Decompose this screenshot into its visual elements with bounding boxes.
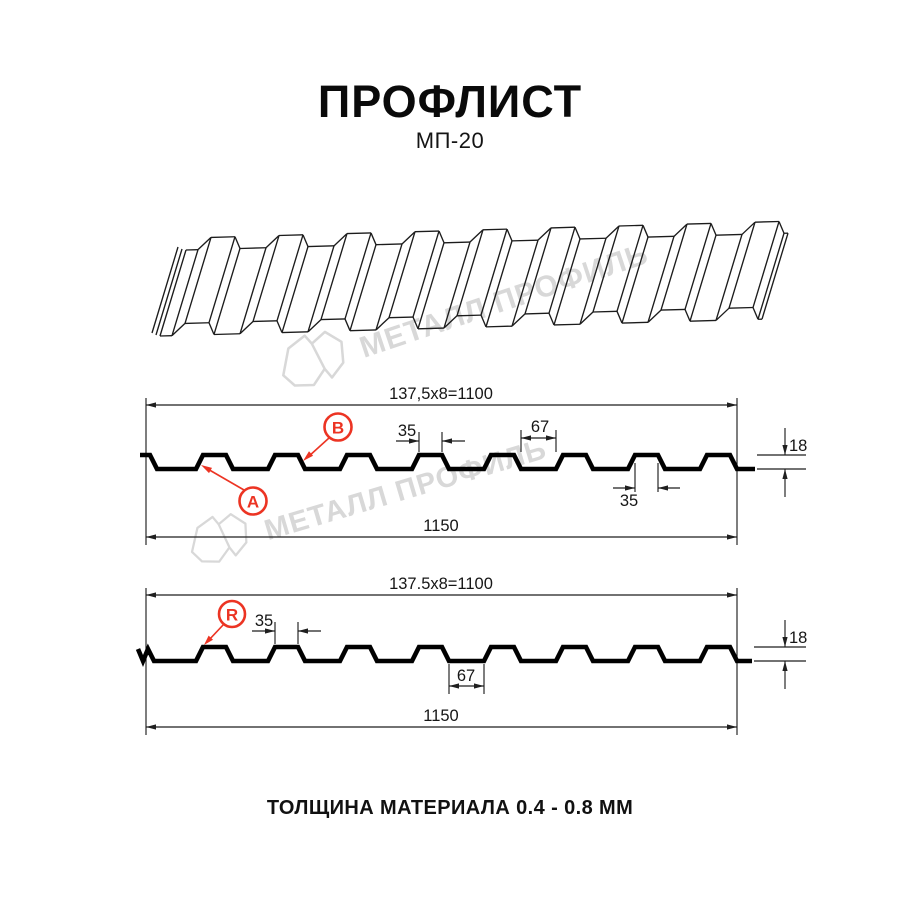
side-label-b: B [303,412,353,461]
profile-3d-view [151,220,789,337]
svg-text:B: B [332,419,344,438]
dim-rib-top-width-1: 35 [398,422,416,440]
watermark-1: МЕТАЛЛ ПРОФИЛЬ [282,237,653,387]
dim-valley-width-2: 67 [457,667,475,685]
dimension-lines-2 [145,588,806,735]
side-label-a: A [201,465,268,516]
cross-section-1: 137,5x8=1100 35 67 18 35 1150 B A [140,385,807,545]
metall-profil-logo-watermark [190,513,248,563]
dim-valley-width-1: 67 [531,418,549,436]
material-thickness-note: ТОЛЩИНА МАТЕРИАЛА 0.4 - 0.8 ММ [266,797,634,819]
profile-outline-1 [140,452,755,472]
watermark-2: МЕТАЛЛ ПРОФИЛЬ [190,433,551,563]
profile-outline-2 [135,643,752,667]
label-a-circle [238,486,268,516]
cross-section-2: 137.5x8=1100 35 67 18 1150 R [135,575,807,735]
dim-height-1: 18 [789,437,807,455]
label-r-circle [217,599,247,629]
metall-profil-logo-watermark [282,330,345,387]
dim-rib-bottom-width-1: 35 [620,492,638,510]
dim-height-2: 18 [789,629,807,647]
dimension-lines-1 [145,398,806,545]
side-label-r: R [204,599,247,645]
watermark-text: МЕТАЛЛ ПРОФИЛЬ [261,433,551,547]
svg-text:R: R [226,606,238,625]
dim-rib-top-width-2: 35 [255,612,273,630]
label-b-circle [323,412,353,442]
dim-overall-width-2: 1150 [423,707,458,725]
svg-text:A: A [247,493,259,512]
dim-overall-width-1: 1150 [423,517,458,535]
dim-working-width-2: 137.5x8=1100 [389,575,493,593]
dim-working-width-1: 137,5x8=1100 [389,385,493,403]
watermark-text: МЕТАЛЛ ПРОФИЛЬ [356,237,653,364]
page-subtitle: МП-20 [415,128,485,153]
page-title: ПРОФЛИСТ [317,76,583,127]
